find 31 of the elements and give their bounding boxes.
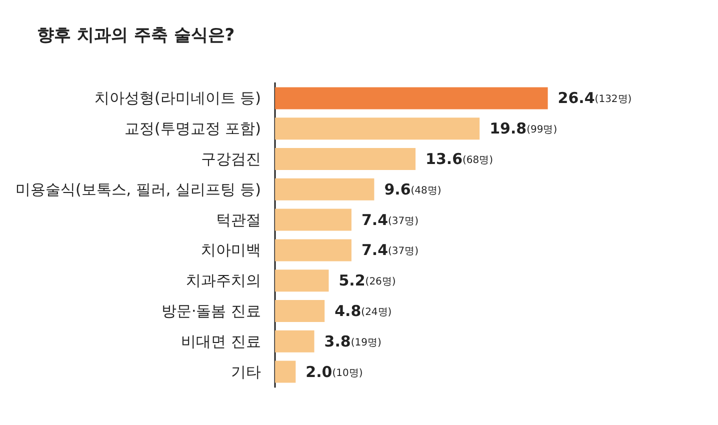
y-tick-label: 치아성형(라미네이트 등) xyxy=(94,89,261,108)
bar xyxy=(275,330,314,352)
y-tick-label: 미용술식(보톡스, 필러, 실리프팅 등) xyxy=(15,180,261,198)
bar xyxy=(275,360,296,383)
data-label: 3.8(19명) xyxy=(324,332,382,350)
data-label: 7.4(37명) xyxy=(361,210,419,229)
bar xyxy=(275,239,352,262)
data-label: 5.2(26명) xyxy=(338,272,396,290)
data-label: 2.0(10명) xyxy=(306,362,363,381)
bar xyxy=(275,118,480,140)
bar xyxy=(275,87,548,110)
data-label: 19.8(99명) xyxy=(490,120,558,138)
data-label: 7.4(37명) xyxy=(361,241,419,260)
data-label: 13.6(68명) xyxy=(426,150,494,168)
y-tick-label: 방문·돌봄 진료 xyxy=(161,302,261,320)
text: 향후 치과의 주축 술식은? xyxy=(37,26,235,46)
bar xyxy=(275,208,352,231)
bar xyxy=(275,300,325,322)
data-label: 26.4(132명) xyxy=(558,89,632,108)
bar xyxy=(275,270,329,292)
data-label: 4.8(24명) xyxy=(334,302,392,320)
y-tick-label: 치과주치의 xyxy=(186,272,261,290)
y-tick-label: 구강검진 xyxy=(201,150,261,168)
y-tick-label: 비대면 진료 xyxy=(181,332,261,350)
y-tick-label: 기타 xyxy=(231,362,261,381)
y-tick-label: 교정(투명교정 포함) xyxy=(124,120,261,138)
bar xyxy=(275,148,416,170)
bar xyxy=(275,178,374,200)
y-tick-label: 치아미백 xyxy=(201,241,261,260)
y-tick-label: 턱관절 xyxy=(216,210,261,229)
data-label: 9.6(48명) xyxy=(384,180,442,198)
